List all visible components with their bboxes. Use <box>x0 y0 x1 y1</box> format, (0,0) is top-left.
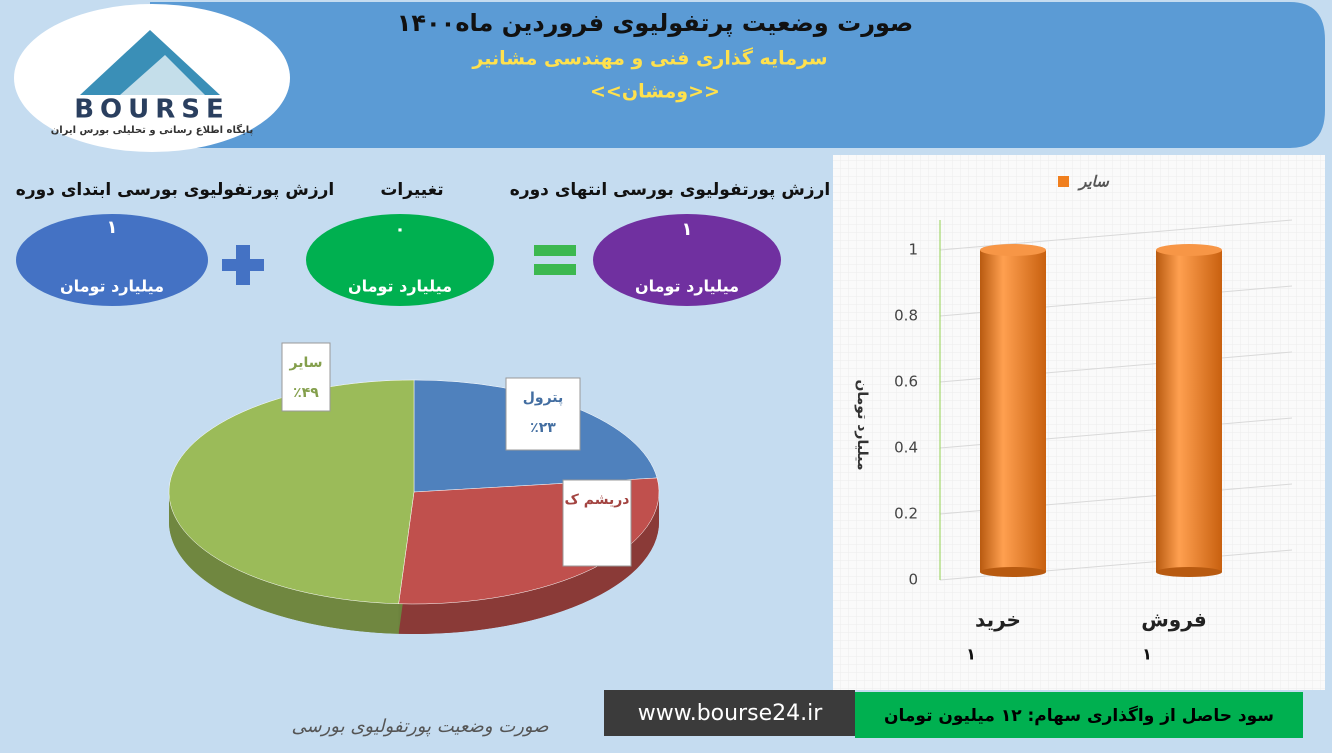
summary-value: ۱ <box>682 219 693 240</box>
bar <box>980 250 1046 572</box>
summary-unit: میلیارد تومان <box>60 277 164 296</box>
bar-top <box>980 244 1046 256</box>
bar-value-label: ۱ <box>966 645 976 664</box>
pie-value-label: ٪۲۳ <box>530 420 556 436</box>
title: صورت وضعیت پرتفولیوی فروردین ماه۱۴۰۰ <box>397 9 914 37</box>
y-tick-label: 0.6 <box>894 373 918 391</box>
bar <box>1156 250 1222 572</box>
plus-sign <box>222 245 264 285</box>
y-tick-label: 0.4 <box>894 439 918 457</box>
y-axis-title: میلیارد تومان <box>854 379 870 470</box>
pie-value-label: ٪۴۹ <box>293 385 319 401</box>
caption: صورت وضعیت پورتفولیوی بورسی <box>292 716 550 737</box>
y-tick-label: 0.2 <box>894 505 918 523</box>
legend-label: سایر <box>1077 173 1110 191</box>
pie-label-box <box>281 342 331 412</box>
pie-chart: پترول ٪۲۳ دریشم ک سایر ٪۴۹ <box>168 342 660 635</box>
pie-category-label: سایر <box>289 355 323 371</box>
logo-tagline: پایگاه اطلاع رسانی و تحلیلی بورس ایران <box>51 123 254 136</box>
pie-side <box>169 492 399 634</box>
symbol: <<ومشان>> <box>590 81 720 103</box>
y-tick-label: 0 <box>908 571 918 589</box>
bar-panel <box>833 155 1325 690</box>
summary-oval <box>16 214 208 306</box>
summary-label: ارزش پورتفولیوی بورسی ابتدای دوره <box>16 180 334 200</box>
logo-mark <box>120 55 205 95</box>
pie-label-box <box>505 377 581 451</box>
summary-unit: میلیارد تومان <box>635 277 739 296</box>
summary-oval <box>306 214 494 306</box>
equals-sign <box>534 245 576 256</box>
summary-oval <box>593 214 781 306</box>
summary-value: ۱ <box>107 217 118 238</box>
summary-label: تغییرات <box>380 180 443 200</box>
bar-value-label: ۱ <box>1142 645 1152 664</box>
equals-sign <box>534 264 576 275</box>
url: www.bourse24.ir <box>638 701 823 726</box>
y-tick-label: 0.8 <box>894 307 918 325</box>
legend-swatch <box>1058 176 1069 187</box>
profit-box <box>855 692 1303 738</box>
summary-label: ارزش پورتفولیوی بورسی انتهای دوره <box>510 180 830 200</box>
header-band <box>150 2 1325 148</box>
pie-label-box <box>562 479 632 567</box>
subtitle: سرمایه گذاری فنی و مهندسی مشانیر <box>471 47 827 70</box>
summary-unit: میلیارد تومان <box>348 277 452 296</box>
profit: سود حاصل از واگذاری سهام: ۱۲ میلیون توما… <box>884 705 1274 726</box>
bar-bottom <box>1156 567 1222 577</box>
pie-category-label: پترول <box>523 390 564 406</box>
bar-top <box>1156 244 1222 256</box>
x-tick-label: خرید <box>975 608 1021 632</box>
url-box <box>604 690 855 736</box>
logo-name: BOURSE <box>74 95 230 125</box>
x-tick-label: فروش <box>1141 608 1207 632</box>
y-tick-label: 1 <box>908 241 918 259</box>
bar-chart: 0 0.2 0.4 0.6 0.8 1 میلیارد تومان سایر خرید ۱ فروش… <box>854 173 1293 664</box>
bar-bottom <box>980 567 1046 577</box>
summary-value: ۰ <box>395 219 406 240</box>
pie-category-label: دریشم ک <box>565 492 630 508</box>
